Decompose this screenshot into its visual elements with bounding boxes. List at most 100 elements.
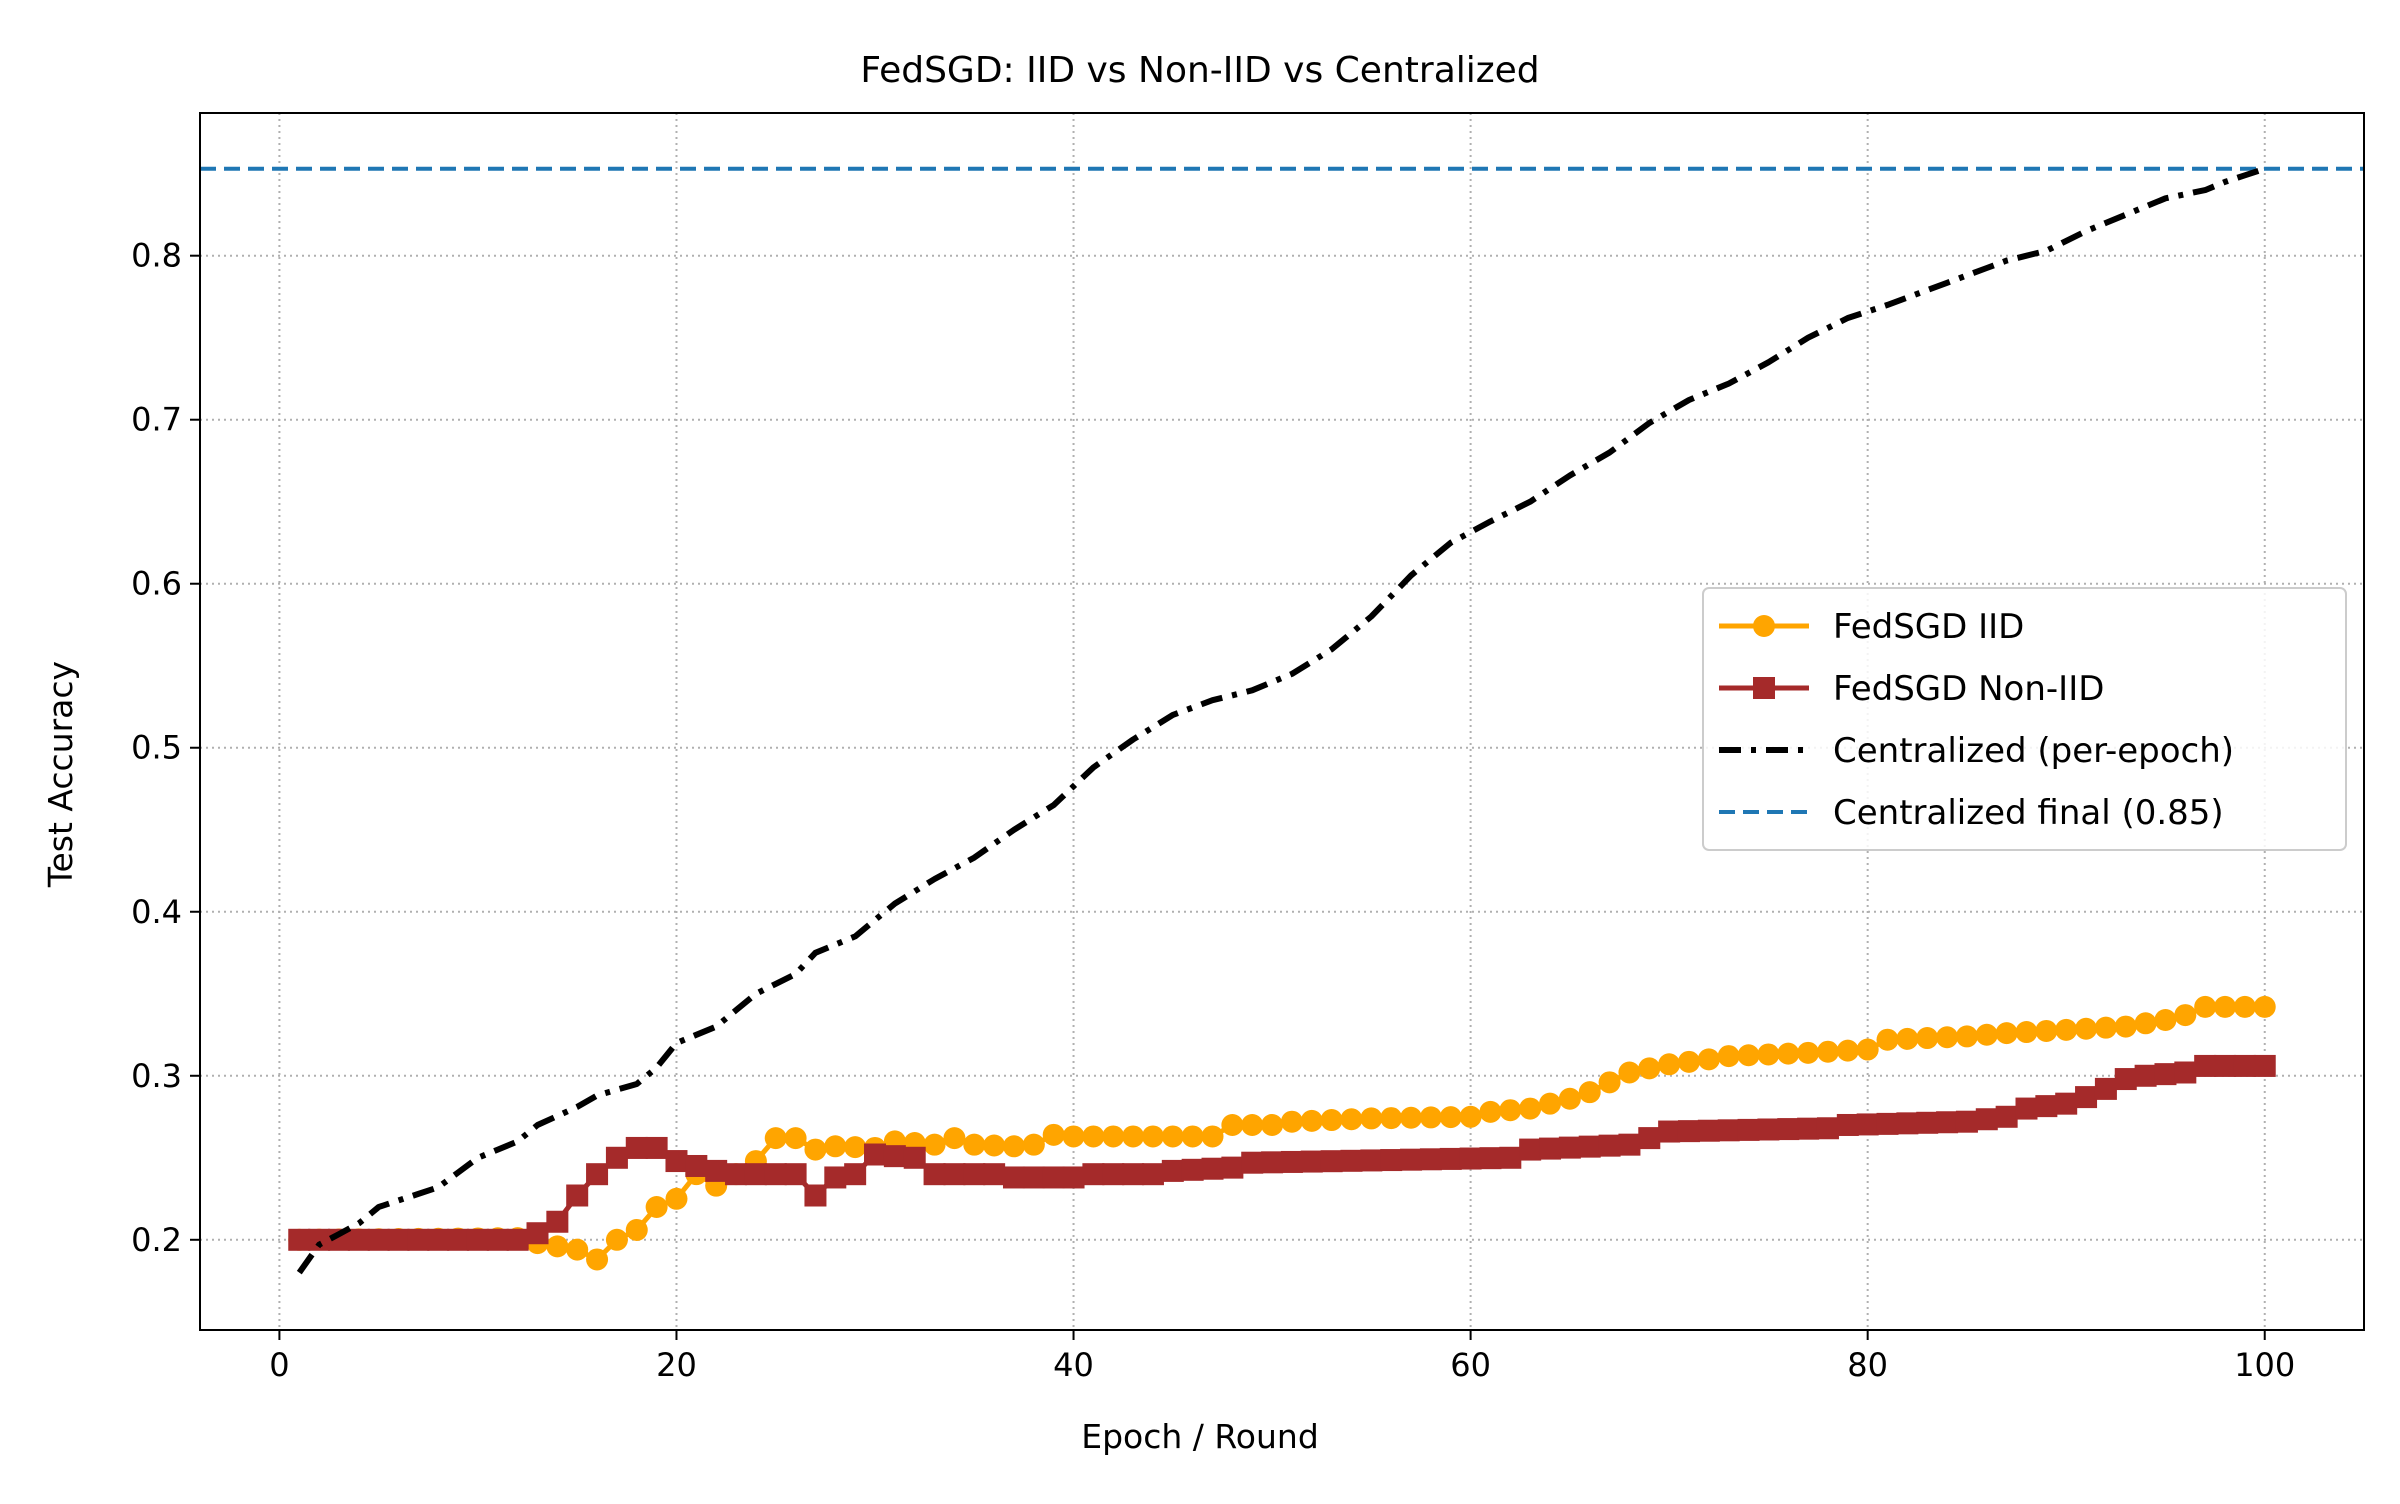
data-point <box>844 1136 867 1159</box>
data-point <box>1836 1113 1859 1136</box>
data-point <box>1697 1048 1720 1071</box>
data-point <box>2094 1016 2117 1039</box>
data-point <box>1042 1166 1065 1189</box>
x-tick-label: 0 <box>269 1346 289 1384</box>
data-point <box>2233 995 2256 1018</box>
y-tick-label: 0.7 <box>131 401 182 439</box>
data-point <box>1697 1119 1720 1142</box>
legend-label: Centralized (per-epoch) <box>1833 731 2234 771</box>
data-point <box>466 1228 489 1251</box>
legend-item: FedSGD Non-IID <box>1719 669 2104 709</box>
data-point <box>605 1146 628 1169</box>
data-point <box>1380 1107 1403 1130</box>
data-point <box>1419 1148 1442 1171</box>
legend-item: FedSGD IID <box>1719 607 2024 647</box>
data-point <box>1677 1120 1700 1143</box>
series-fedsgd-non-iid <box>288 1054 2276 1251</box>
y-tick-label: 0.4 <box>131 893 182 931</box>
data-point <box>2134 1064 2157 1087</box>
legend: FedSGD IID FedSGD Non-IID Centralized (per… <box>1702 587 2347 851</box>
data-point <box>764 1127 787 1150</box>
data-point <box>2174 1061 2197 1084</box>
data-point <box>1916 1027 1939 1050</box>
data-point <box>566 1238 589 1261</box>
data-point <box>1757 1043 1780 1066</box>
data-point <box>1975 1023 1998 1046</box>
data-point <box>1221 1113 1244 1136</box>
data-point <box>1737 1044 1760 1067</box>
data-point <box>1022 1166 1045 1189</box>
data-point <box>1539 1137 1562 1160</box>
data-point <box>1797 1041 1820 1064</box>
data-point <box>1638 1127 1661 1150</box>
data-point <box>1717 1045 1740 1068</box>
data-point <box>1022 1133 1045 1156</box>
data-point <box>1280 1110 1303 1133</box>
data-point <box>1062 1125 1085 1148</box>
data-point <box>1002 1166 1025 1189</box>
data-point <box>1122 1163 1145 1186</box>
data-point <box>2194 995 2217 1018</box>
data-point <box>903 1146 926 1169</box>
data-point <box>1340 1149 1363 1172</box>
legend-label: FedSGD IID <box>1833 607 2024 647</box>
data-point <box>1439 1106 1462 1129</box>
data-point <box>725 1163 748 1186</box>
data-point <box>2233 1054 2256 1077</box>
data-point <box>1141 1163 1164 1186</box>
data-point <box>645 1136 668 1159</box>
x-tick-label: 20 <box>656 1346 697 1384</box>
data-point <box>2035 1095 2058 1118</box>
data-point <box>2154 1009 2177 1032</box>
data-point <box>1261 1151 1284 1174</box>
data-point <box>804 1184 827 1207</box>
data-point <box>1161 1125 1184 1148</box>
data-point <box>1042 1123 1065 1146</box>
data-point <box>864 1143 887 1166</box>
data-point <box>2015 1097 2038 1120</box>
data-point <box>923 1163 946 1186</box>
data-point <box>1876 1028 1899 1051</box>
data-point <box>963 1163 986 1186</box>
data-point <box>784 1127 807 1150</box>
data-point <box>1519 1097 1542 1120</box>
data-point <box>1936 1111 1959 1134</box>
data-point <box>1439 1147 1462 1170</box>
x-tick-label: 40 <box>1053 1346 1094 1384</box>
data-point <box>1638 1057 1661 1080</box>
data-point <box>1856 1113 1879 1136</box>
data-point <box>506 1228 529 1251</box>
data-point <box>983 1163 1006 1186</box>
data-point <box>1975 1108 1998 1131</box>
data-point <box>1519 1138 1542 1161</box>
y-tick-label: 0.3 <box>131 1057 182 1095</box>
data-point <box>546 1210 569 1233</box>
data-point <box>1598 1134 1621 1157</box>
legend-label: Centralized final (0.85) <box>1833 793 2224 833</box>
data-point <box>1122 1125 1145 1148</box>
data-point <box>1340 1108 1363 1131</box>
data-point <box>1558 1136 1581 1159</box>
data-point <box>1161 1159 1184 1182</box>
data-point <box>1995 1022 2018 1045</box>
data-point <box>1400 1106 1423 1129</box>
data-point <box>1955 1110 1978 1133</box>
data-point <box>625 1218 648 1241</box>
legend-item: Centralized final (0.85) <box>1719 793 2224 833</box>
x-tick-label: 100 <box>2234 1346 2295 1384</box>
data-point <box>1499 1146 1522 1169</box>
data-point <box>923 1133 946 1156</box>
x-tick-label: 80 <box>1847 1346 1888 1384</box>
data-point <box>1618 1133 1641 1156</box>
data-point <box>1062 1166 1085 1189</box>
data-point <box>2015 1021 2038 1044</box>
data-point <box>2154 1063 2177 1086</box>
data-point <box>586 1163 609 1186</box>
data-point <box>685 1154 708 1177</box>
data-point <box>1936 1026 1959 1049</box>
data-point <box>347 1228 370 1251</box>
data-point <box>2134 1012 2157 1035</box>
x-tick-label: 60 <box>1450 1346 1491 1384</box>
data-point <box>1360 1149 1383 1172</box>
data-point <box>883 1145 906 1168</box>
